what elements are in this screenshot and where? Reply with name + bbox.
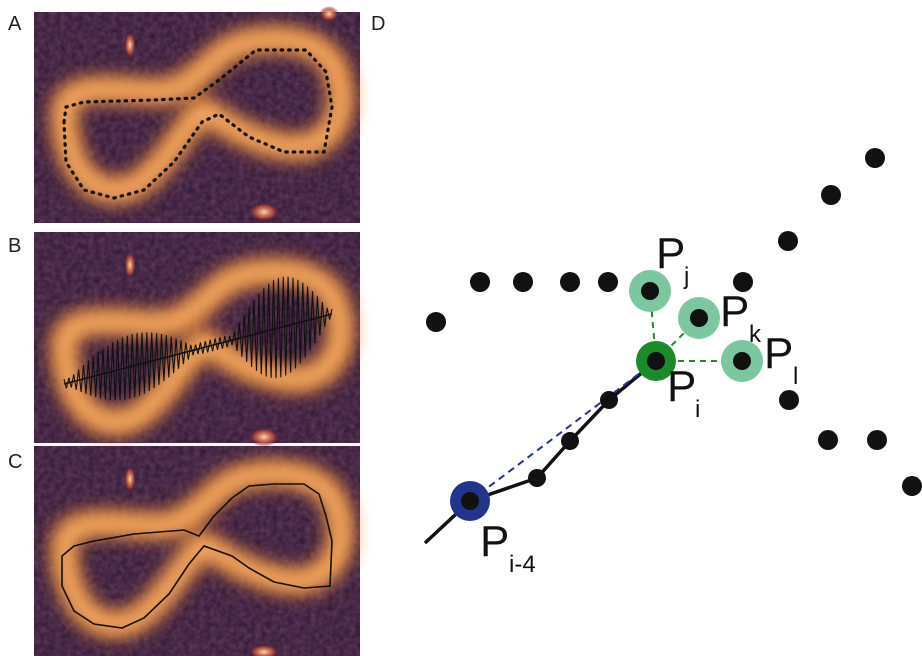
panel-b-image <box>34 232 360 447</box>
point <box>426 312 446 332</box>
point <box>818 430 838 450</box>
label-pl: P <box>764 329 793 378</box>
label-pj: P <box>656 229 685 278</box>
label-pi: P <box>667 362 696 411</box>
label-pj-sub: j <box>683 263 689 290</box>
point-pi-core <box>647 352 665 370</box>
point <box>560 272 580 292</box>
path-point <box>561 432 579 450</box>
dashed-blue-line <box>469 360 657 502</box>
panel-label-d: D <box>371 13 386 35</box>
point <box>513 272 533 292</box>
panel-label-b: B <box>8 235 22 257</box>
panel-label-c: C <box>8 451 23 473</box>
point <box>733 272 753 292</box>
point <box>779 390 799 410</box>
label-pk: P <box>720 287 749 336</box>
path-point <box>528 469 546 487</box>
point <box>867 430 887 450</box>
dotted-contour <box>62 48 334 200</box>
point-pl-core <box>733 352 751 370</box>
point <box>821 185 841 205</box>
point <box>470 272 490 292</box>
label-pi-sub: i <box>695 396 700 423</box>
point-pj-core <box>641 282 659 300</box>
label-pl-sub: l <box>793 363 798 390</box>
panel-c-image <box>34 446 360 656</box>
label-pi-4: P <box>480 517 509 566</box>
point-pi-4-core <box>461 492 479 510</box>
label-pi-4-sub: i-4 <box>509 551 536 578</box>
zigzag-hatch <box>63 276 333 401</box>
point <box>865 148 885 168</box>
path-point <box>600 391 618 409</box>
panel-label-a: A <box>8 13 22 35</box>
label-pk-sub: k <box>749 321 762 348</box>
point <box>902 476 922 496</box>
point-pk-core <box>690 309 708 327</box>
pixel-contour <box>61 483 333 629</box>
point <box>778 231 798 251</box>
panel-d-diagram: P j P k P l P i P i-4 <box>423 148 922 578</box>
panel-a-image <box>34 6 360 223</box>
point <box>598 272 618 292</box>
